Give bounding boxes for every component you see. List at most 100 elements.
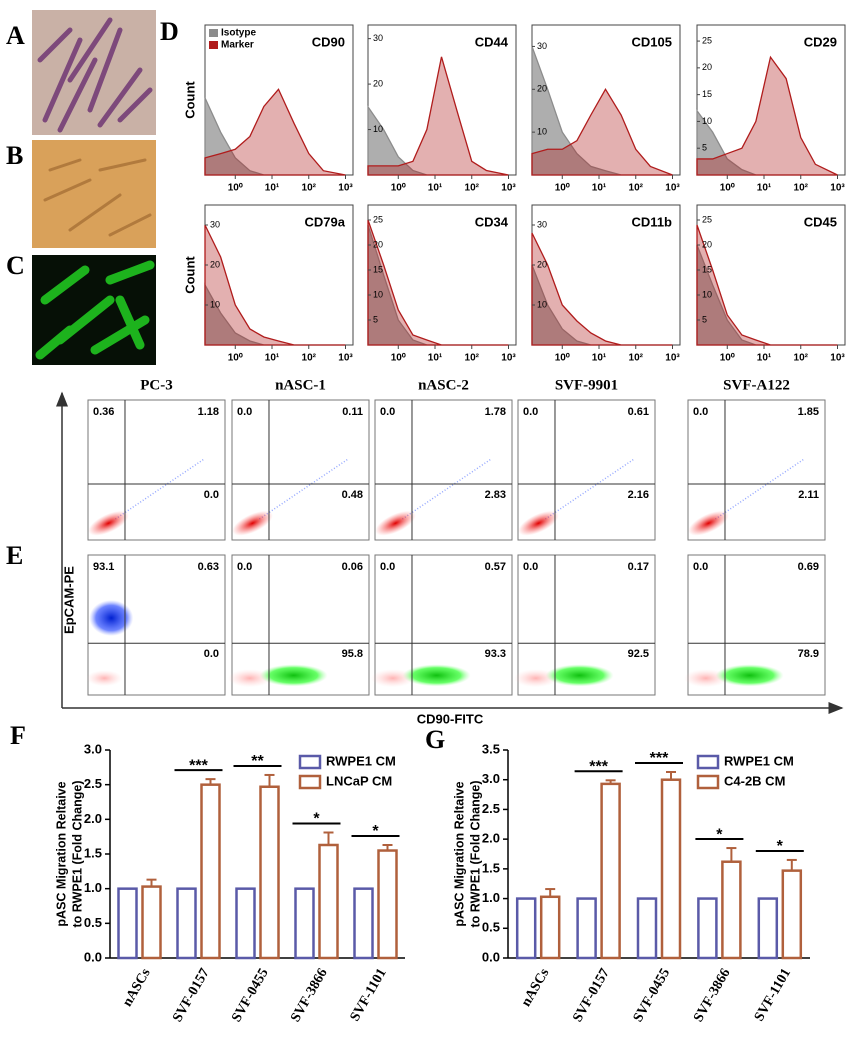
legend-label: Isotype (221, 28, 256, 39)
y-axis-label: pASC Migration Reltaive (54, 781, 68, 926)
x-tick-label: 10² (629, 353, 644, 364)
x-tick-label: SVF-0157 (570, 966, 613, 1025)
y-tick-label: 20 (537, 84, 547, 94)
y-tick-label: 25 (702, 214, 712, 224)
error-bar (605, 779, 616, 784)
x-tick-label: 10¹ (265, 183, 280, 194)
x-tick-label: 10¹ (265, 353, 280, 364)
x-tick-label: 10² (302, 353, 317, 364)
significance-label: ** (251, 753, 264, 770)
y-tick-label: 20 (210, 259, 220, 269)
quadrant-value: 1.18 (198, 406, 219, 418)
chart-title: CD90 (312, 34, 345, 49)
quadrant-value: 0.36 (93, 406, 114, 418)
y-tick-label: 30 (537, 219, 547, 229)
x-tick-label: 10² (302, 183, 317, 194)
plot-frame (204, 204, 354, 346)
x-tick-label: 10⁰ (720, 183, 735, 194)
y-tick-label: 30 (537, 41, 547, 51)
significance-label: * (716, 826, 723, 843)
event-cloud (259, 664, 328, 687)
legend-swatch (696, 754, 720, 770)
quadrant-value: 0.0 (693, 561, 708, 573)
x-tick-label: 10¹ (592, 183, 607, 194)
y-tick-label: 10 (210, 299, 220, 309)
x-tick-label: 10¹ (428, 353, 443, 364)
histogram (204, 224, 346, 346)
x-tick-label: 10⁰ (555, 353, 570, 364)
quadrant-value: 0.0 (204, 489, 219, 501)
y-tick-label: 5 (702, 314, 707, 324)
x-tick-label: 10¹ (428, 183, 443, 194)
y-tick-label: 15 (702, 89, 712, 99)
y-tick-label: 0.0 (84, 949, 102, 964)
histogram (367, 56, 509, 176)
x-tick-label: 10¹ (757, 353, 772, 364)
bar (141, 885, 162, 960)
y-tick-label: 3.5 (482, 741, 500, 756)
y-tick-label: 0.0 (482, 949, 500, 964)
quadrant-value: 2.16 (628, 489, 649, 501)
x-tick-label: 10² (629, 183, 644, 194)
significance-label: * (777, 838, 784, 855)
photo-b (32, 140, 156, 248)
x-tick-label: 10² (794, 183, 809, 194)
bar (660, 778, 682, 960)
chart-title: CD29 (804, 34, 837, 49)
y-tick-label: 0.5 (482, 920, 500, 935)
quadrant-value: 1.85 (798, 406, 819, 418)
bar (721, 860, 742, 960)
x-tick-label: nASCs (519, 966, 553, 1010)
y-tick-label: 30 (210, 219, 220, 229)
bar (600, 782, 621, 960)
chart-title: CD44 (475, 34, 509, 49)
bar (117, 887, 138, 960)
quadrant-value: 0.0 (204, 648, 219, 660)
legend-swatch (298, 774, 322, 790)
quadrant-value: 95.8 (342, 648, 363, 660)
chart-title: CD79a (305, 214, 346, 229)
quadrant-value: 0.11 (342, 406, 363, 418)
histogram (531, 88, 673, 176)
x-tick-label: 10⁰ (555, 183, 570, 194)
significance-label: *** (189, 757, 208, 774)
y-tick-label: 2.0 (482, 831, 500, 846)
y-tick-label: 15 (702, 264, 712, 274)
bar (200, 783, 221, 960)
panel-label: D (160, 17, 179, 46)
y-tick-label: 20 (702, 62, 712, 72)
x-tick-label: 10³ (665, 183, 680, 194)
y-axis-label: to RWPE1 (Fold Change) (70, 781, 84, 928)
quadrant-value: 0.0 (237, 561, 252, 573)
column-title: PC-3 (140, 377, 173, 393)
bar (259, 785, 280, 960)
y-tick-label: 10 (373, 289, 383, 299)
y-tick-label: 20 (537, 259, 547, 269)
chart-title: CD105 (632, 34, 672, 49)
chart-title: CD45 (804, 214, 837, 229)
y-tick-label: 0.5 (84, 915, 102, 930)
x-tick-label: 10¹ (592, 353, 607, 364)
bar (636, 897, 658, 960)
x-tick-label: 10³ (830, 183, 845, 194)
event-cloud (715, 664, 784, 687)
bar (318, 843, 339, 960)
bar (176, 887, 197, 960)
x-tick-label: nASCs (120, 966, 154, 1010)
quadrant-value: 0.06 (342, 561, 363, 573)
x-tick-label: 10⁰ (391, 183, 406, 194)
x-tick-label: SVF-3866 (288, 966, 331, 1025)
histogram (696, 55, 838, 176)
y-tick-label: 10 (537, 127, 547, 137)
y-tick-label: 3.0 (84, 741, 102, 756)
column-title: nASC-2 (418, 377, 469, 393)
bar (781, 869, 803, 960)
significance-label: * (313, 811, 320, 828)
x-tick-label: 10³ (830, 353, 845, 364)
y-tick-label: 1.0 (482, 890, 500, 905)
x-tick-label: 10² (465, 353, 480, 364)
panel-label: C (6, 251, 25, 280)
y-tick-label: 20 (373, 239, 383, 249)
quadrant-value: 0.48 (342, 489, 363, 501)
x-tick-label: 10² (794, 353, 809, 364)
